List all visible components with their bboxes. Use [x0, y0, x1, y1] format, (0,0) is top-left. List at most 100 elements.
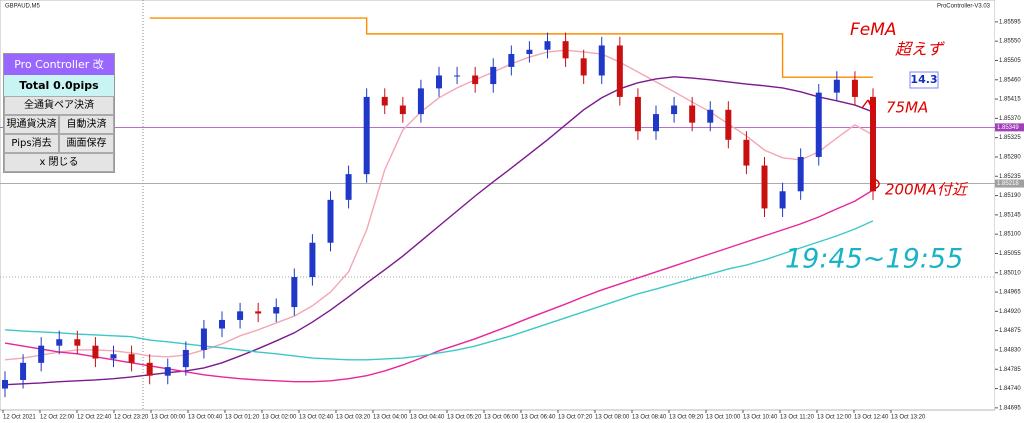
- candle-body: [363, 96, 370, 175]
- x-tick-label: 12 Oct 2021: [3, 415, 36, 421]
- candle-body: [182, 349, 189, 368]
- candle-body: [2, 379, 8, 389]
- annotation: 19:45~19:55: [785, 244, 963, 275]
- control-panel: Pro Controller 改 Total 0.0pips 全通貨ペア決済 現…: [3, 53, 115, 173]
- button-row: 現通貨決済 自動決済: [4, 115, 114, 134]
- candle-body: [345, 174, 352, 200]
- candle-body: [110, 354, 117, 359]
- x-tick-label: 12 Oct 22:40: [77, 415, 112, 421]
- candle-body: [616, 45, 623, 97]
- candle-body: [417, 88, 424, 115]
- y-tick-label: 1.85460: [999, 77, 1021, 83]
- y-tick-label: 1.85235: [999, 174, 1021, 180]
- y-tick-label: 1.84830: [999, 348, 1021, 354]
- x-tick-label: 13 Oct 07:20: [558, 415, 593, 421]
- candle-body: [707, 109, 714, 123]
- candle-body: [436, 75, 442, 89]
- x-tick-label: 13 Oct 05:20: [447, 415, 482, 421]
- y-tick-label: 1.85550: [999, 39, 1021, 45]
- x-tick-label: 13 Oct 08:40: [632, 415, 667, 421]
- x-tick-label: 13 Oct 08:00: [595, 415, 630, 421]
- y-tick-label: 1.85280: [999, 155, 1021, 161]
- x-tick-label: 13 Oct 00:40: [188, 415, 223, 421]
- x-tick-label: 13 Oct 06:00: [484, 415, 519, 421]
- y-tick-label: 1.85145: [999, 212, 1021, 218]
- candle-body: [526, 49, 533, 55]
- candle-body: [634, 96, 641, 132]
- y-tick-label: 1.85055: [999, 251, 1021, 257]
- y-tick-label: 1.85505: [999, 58, 1021, 64]
- x-tick-label: 13 Oct 01:20: [225, 415, 260, 421]
- annotation: 超えず: [895, 40, 945, 59]
- price-line-badge: [995, 179, 1024, 188]
- price-line-label: 1.85349: [997, 125, 1019, 131]
- button[interactable]: Pips消去: [4, 134, 59, 153]
- value-box-label: 14.3: [910, 73, 937, 86]
- indicator-line: [149, 17, 873, 78]
- panel-title: Pro Controller 改: [4, 54, 114, 75]
- button-row: Pips消去 画面保存: [4, 134, 114, 153]
- candle-body: [653, 114, 659, 132]
- candle-body: [399, 105, 406, 115]
- x-tick-label: 13 Oct 02:00: [262, 415, 297, 421]
- button[interactable]: 自動決済: [59, 115, 114, 134]
- button[interactable]: x 閉じる: [4, 153, 114, 172]
- candle-body: [761, 165, 768, 209]
- annotation: 75MA: [886, 99, 928, 117]
- x-tick-label: 12 Oct 23:20: [114, 415, 149, 421]
- candle-body: [725, 109, 732, 140]
- price-axis: [995, 0, 1024, 423]
- candle-body: [544, 41, 551, 50]
- y-tick-label: 1.85415: [999, 97, 1021, 103]
- candle-body: [870, 96, 876, 192]
- candle-body: [128, 354, 135, 363]
- candle-body: [164, 367, 171, 376]
- price-line-label: 1.85218: [997, 181, 1019, 187]
- x-tick-label: 13 Oct 06:40: [521, 415, 556, 421]
- x-tick-label: 13 Oct 10:40: [743, 415, 778, 421]
- candle-body: [454, 75, 461, 77]
- candle-body: [743, 139, 750, 166]
- x-tick-label: 13 Oct 11:20: [780, 415, 815, 421]
- annotation-arrow: [861, 99, 880, 189]
- x-tick-label: 13 Oct 04:00: [373, 415, 408, 421]
- panel-total: Total 0.0pips: [4, 75, 114, 96]
- button[interactable]: 現通貨決済: [4, 115, 59, 134]
- candle-body: [562, 41, 569, 59]
- y-tick-label: 1.85010: [999, 270, 1021, 276]
- y-tick-label: 1.84740: [999, 386, 1021, 392]
- x-tick-label: 13 Oct 10:00: [706, 415, 741, 421]
- x-tick-label: 13 Oct 12:40: [854, 415, 889, 421]
- candle-body: [490, 66, 497, 85]
- candle-body: [200, 328, 207, 350]
- candle-body: [689, 105, 696, 123]
- candle-body: [219, 319, 225, 329]
- button[interactable]: 画面保存: [59, 134, 114, 153]
- candle-body: [381, 96, 388, 106]
- y-tick-label: 1.84875: [999, 328, 1021, 334]
- candle-body: [508, 54, 515, 67]
- candle-body: [92, 345, 99, 359]
- candle-body: [38, 345, 45, 363]
- x-tick-label: 13 Oct 04:40: [410, 415, 445, 421]
- candle-body: [797, 156, 804, 192]
- candle-body: [580, 58, 587, 76]
- y-tick-label: 1.85100: [999, 232, 1021, 238]
- y-tick-label: 1.84920: [999, 309, 1021, 315]
- y-tick-label: 1.84695: [999, 405, 1021, 411]
- button[interactable]: 全通貨ペア決済: [4, 96, 114, 115]
- y-tick-label: 1.85595: [999, 19, 1021, 25]
- x-tick-label: 13 Oct 02:40: [299, 415, 334, 421]
- x-tick-label: 13 Oct 09:20: [669, 415, 704, 421]
- y-tick-label: 1.84965: [999, 290, 1021, 296]
- y-tick-label: 1.85325: [999, 135, 1021, 141]
- annotation: FeMA: [850, 20, 897, 40]
- candle-body: [327, 199, 334, 243]
- candle-body: [146, 362, 153, 376]
- candle-body: [598, 45, 605, 76]
- candle-body: [815, 92, 822, 157]
- indicator-line: [4, 220, 874, 361]
- candle-body: [56, 339, 63, 346]
- candle-body: [74, 339, 81, 346]
